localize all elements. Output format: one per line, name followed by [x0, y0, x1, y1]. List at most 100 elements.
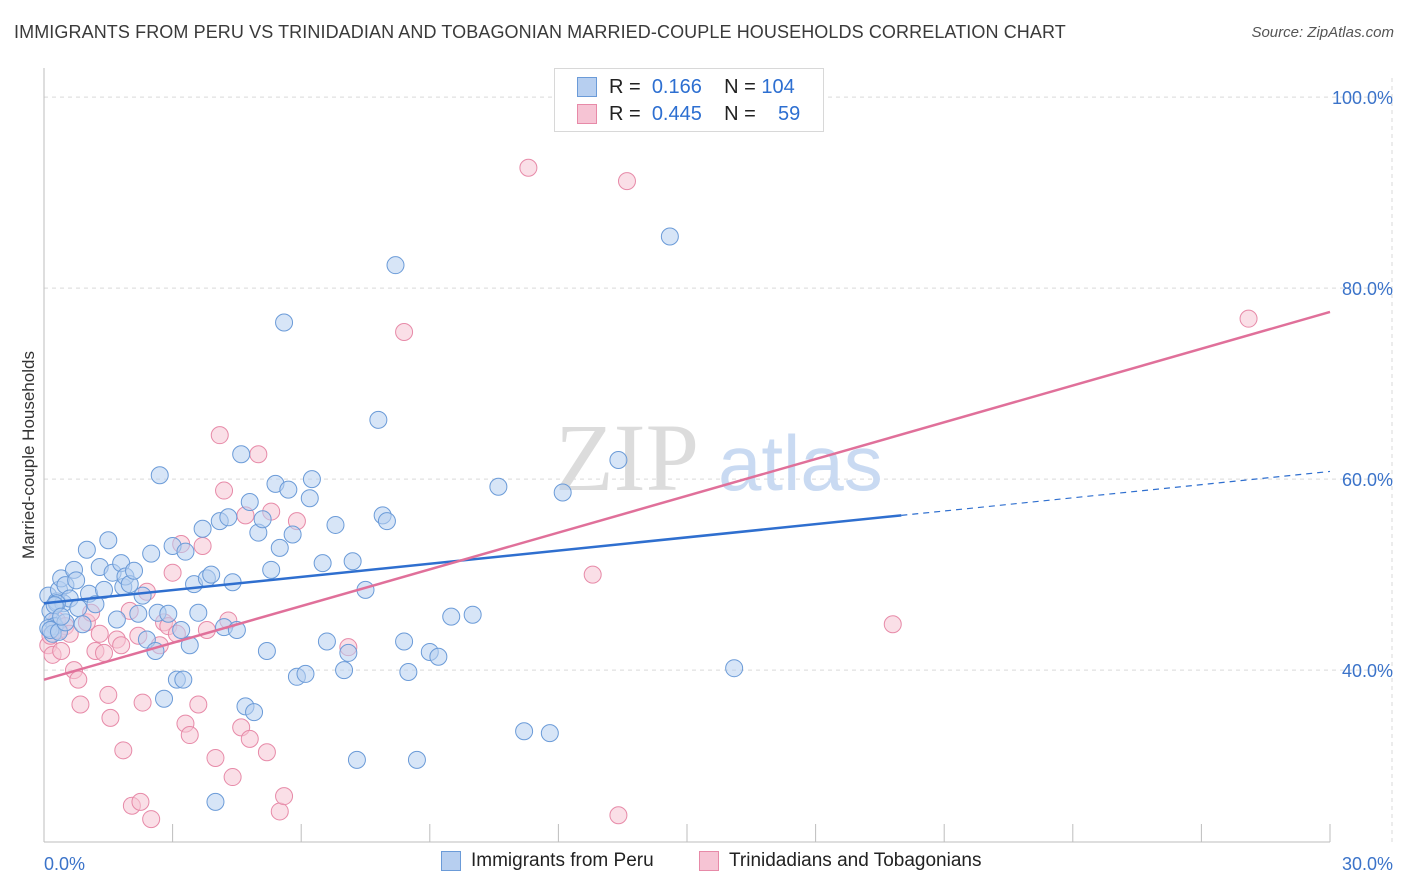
- peru-point: [73, 615, 92, 634]
- peru-point: [339, 643, 358, 662]
- peru-point: [155, 689, 174, 708]
- peru-point: [660, 227, 679, 246]
- peru-point: [386, 256, 405, 275]
- x-tick-label: 30.0%: [1342, 854, 1393, 874]
- trinidadian-point: [223, 768, 242, 787]
- peru-point: [99, 531, 118, 550]
- legend-row-peru: R = 0.166 N = 104: [577, 74, 795, 100]
- peru-point: [77, 540, 96, 559]
- trinidadian-point: [215, 481, 234, 500]
- trinidadian-point: [131, 792, 150, 811]
- peru-point: [95, 580, 114, 599]
- peru-point: [240, 493, 259, 512]
- peru-point: [193, 519, 212, 538]
- peru-point: [232, 445, 251, 464]
- peru-point: [326, 515, 345, 534]
- peru-point: [129, 604, 148, 623]
- peru-trend-extension: [901, 470, 1331, 516]
- trinidadian-point: [114, 741, 133, 760]
- peru-point: [343, 552, 362, 571]
- trinidadian-point: [609, 806, 628, 825]
- y-tick-label: 80.0%: [1342, 279, 1393, 299]
- correlation-legend: R = 0.166 N = 104 R = 0.445 N = 59: [554, 68, 824, 132]
- peru-point: [347, 750, 366, 769]
- trinidadian-point: [112, 636, 131, 655]
- trinidadian-point: [52, 642, 71, 660]
- peru-point: [257, 642, 276, 660]
- trinidadian-point: [142, 810, 161, 829]
- trinidadian-point: [275, 787, 294, 806]
- peru-point: [399, 663, 418, 682]
- legend-n-label: N =: [724, 75, 756, 98]
- peru-point: [219, 508, 238, 527]
- legend-r-label: R =: [609, 102, 641, 125]
- trend-lines: [43, 310, 1331, 681]
- peru-point: [300, 489, 319, 508]
- peru-point: [369, 410, 388, 429]
- peru-point: [69, 599, 88, 618]
- peru-point: [395, 632, 414, 651]
- bottom-legend-label-peru: Immigrants from Peru: [471, 850, 654, 871]
- legend-r-label: R =: [609, 75, 641, 98]
- peru-point: [172, 620, 191, 639]
- trinidadian-point: [101, 708, 120, 727]
- y-tick-label: 100.0%: [1332, 88, 1393, 108]
- peru-point: [133, 586, 152, 605]
- trinidadian-point: [395, 323, 414, 342]
- peru-point: [489, 477, 508, 496]
- peru-point: [377, 512, 396, 531]
- trinidadian-point: [257, 743, 276, 762]
- trinidadian-trend-line: [43, 310, 1331, 681]
- legend-n-value-trinidadian: 59: [778, 102, 801, 125]
- trinidadian-point: [99, 685, 118, 704]
- x-tick-label: 0.0%: [44, 854, 85, 874]
- watermark: ZIP atlas: [555, 404, 883, 511]
- peru-point: [107, 610, 126, 629]
- peru-point: [67, 571, 86, 590]
- peru-point: [176, 542, 195, 561]
- legend-row-trinidadian: R = 0.445 N = 59: [577, 101, 800, 127]
- trinidadian-point: [617, 172, 636, 191]
- legend-r-value-peru: 0.166: [651, 75, 702, 98]
- peru-trend-line: [43, 514, 902, 605]
- peru-point: [302, 470, 321, 489]
- trinidadian-point: [71, 695, 90, 714]
- peru-point: [296, 664, 315, 683]
- trinidadian-point: [883, 615, 902, 634]
- bottom-legend-swatch-trinidadian: [699, 851, 719, 871]
- peru-point: [159, 604, 178, 623]
- trinidadian-point: [210, 426, 229, 445]
- peru-point: [52, 607, 71, 626]
- peru-point: [725, 659, 744, 678]
- series-peru-points: [39, 227, 744, 811]
- peru-point: [150, 466, 169, 485]
- peru-point: [142, 544, 161, 563]
- peru-point: [609, 451, 628, 469]
- y-axis-label: Married-couple Households: [19, 351, 38, 559]
- bottom-legend-swatch-peru: [441, 851, 461, 871]
- peru-point: [189, 603, 208, 622]
- trinidadian-point: [163, 563, 182, 582]
- bottom-legend-label-trinidadian: Trinidadians and Tobagonians: [729, 850, 982, 871]
- trinidadian-point: [95, 643, 114, 662]
- peru-point: [125, 561, 144, 580]
- peru-point: [206, 792, 225, 811]
- tick-labels: 40.0% 60.0% 80.0% 100.0% 0.0% 30.0%: [44, 88, 1393, 874]
- peru-point: [515, 722, 534, 741]
- trinidadian-point: [133, 693, 152, 712]
- peru-point: [270, 538, 289, 557]
- peru-point: [553, 483, 572, 502]
- peru-point: [429, 647, 448, 666]
- peru-point: [275, 313, 294, 332]
- peru-point: [262, 560, 281, 579]
- peru-point: [174, 670, 193, 689]
- chart-title: IMMIGRANTS FROM PERU VS TRINIDADIAN AND …: [14, 22, 1066, 42]
- trinidadian-point: [69, 670, 88, 689]
- peru-point: [407, 750, 426, 769]
- peru-point: [540, 724, 559, 743]
- peru-point: [335, 661, 354, 680]
- peru-point: [313, 554, 332, 573]
- peru-point: [463, 605, 482, 624]
- y-tick-label: 40.0%: [1342, 661, 1393, 681]
